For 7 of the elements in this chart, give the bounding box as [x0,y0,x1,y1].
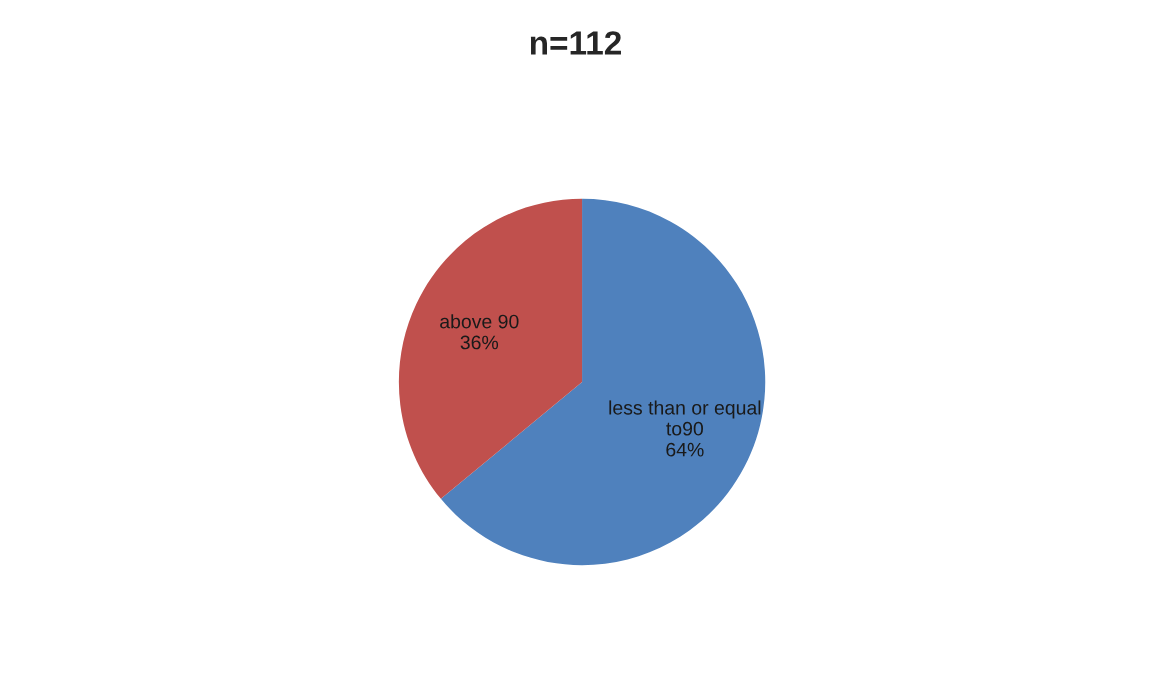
chart-title: n=112 [530,31,621,55]
slice-label: less than or equal to90 [609,400,761,436]
data-label: 64% [666,442,704,457]
pie-slice [440,198,766,566]
slice-label: above 90 [440,314,519,329]
data-label: 36% [460,335,499,350]
pie-slice [398,198,583,499]
